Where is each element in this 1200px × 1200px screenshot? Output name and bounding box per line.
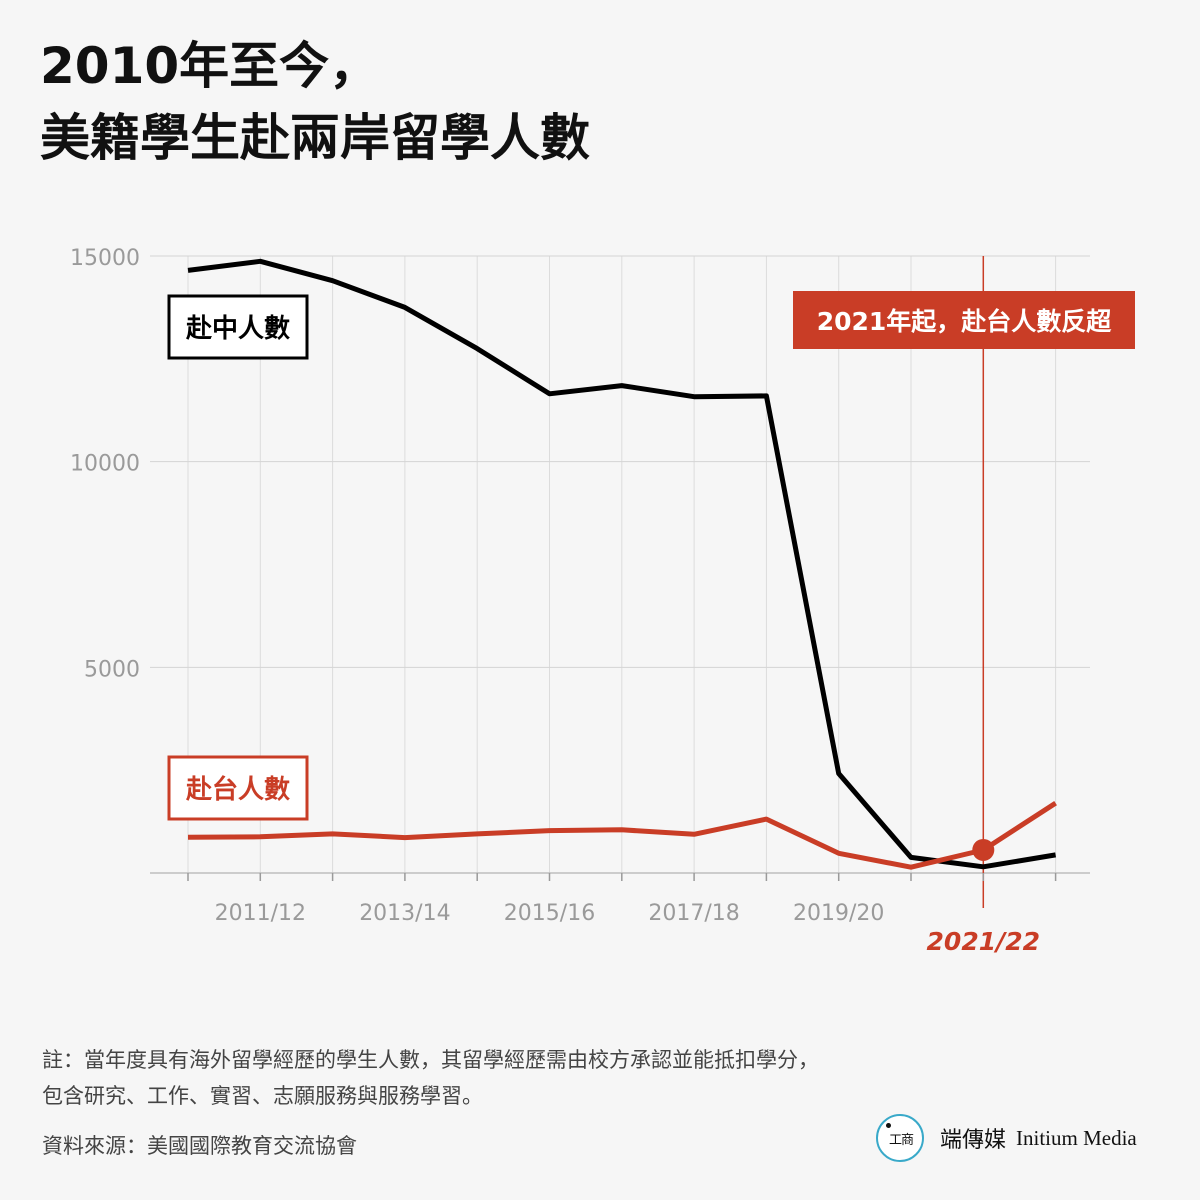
data-source: 資料來源：美國國際教育交流協會 (42, 1134, 357, 1158)
title-line-2: 美籍學生赴兩岸留學人數 (40, 109, 590, 167)
y-tick-label: 15000 (70, 246, 140, 271)
annotation-box (793, 291, 1135, 349)
brand-name-cn: 端傳媒 (940, 1128, 1007, 1153)
brand-name-en: Initium Media (1016, 1125, 1137, 1150)
highlight-point (972, 838, 995, 861)
line-chart: 15000 10000 5000 2011/12 2013/14 2015/16 2017/… (70, 246, 1135, 956)
series-line-china (187, 258, 1057, 870)
brand: 工商 端傳媒 Initium Media (876, 1114, 1137, 1162)
title-line-1: 2010年至今， (40, 37, 380, 95)
y-tick-label: 10000 (70, 452, 140, 477)
y-tick-label: 5000 (84, 657, 140, 682)
x-tick-label: 2019/20 (793, 901, 884, 926)
x-tick-label: 2015/16 (504, 901, 595, 926)
note-line-2: 包含研究、工作、實習、志願服務與服務學習。 (42, 1084, 483, 1108)
chart-title: 2010年至今， 美籍學生赴兩岸留學人數 (40, 30, 590, 174)
highlight-year-label: 2021/22 (927, 927, 1041, 956)
note-line-1: 註：當年度具有海外留學經歷的學生人數，其留學經歷需由校方承認並能抵扣學分， (42, 1048, 819, 1072)
chart-notes: 註：當年度具有海外留學經歷的學生人數，其留學經歷需由校方承認並能抵扣學分， 包含… (42, 1042, 819, 1114)
initium-logo-icon: 工商 (876, 1114, 924, 1162)
series-label-taiwan: 赴台人數 (185, 774, 290, 805)
series-label-taiwan-box (167, 755, 309, 821)
series-label-china-box (167, 294, 309, 360)
x-tick-label: 2011/12 (215, 901, 306, 926)
x-tick-label: 2017/18 (648, 901, 739, 926)
series-line-taiwan (187, 801, 1057, 870)
x-tick-label: 2013/14 (359, 901, 450, 926)
series-label-china: 赴中人數 (185, 314, 290, 344)
annotation-text: 2021年起，赴台人數反超 (817, 307, 1113, 336)
